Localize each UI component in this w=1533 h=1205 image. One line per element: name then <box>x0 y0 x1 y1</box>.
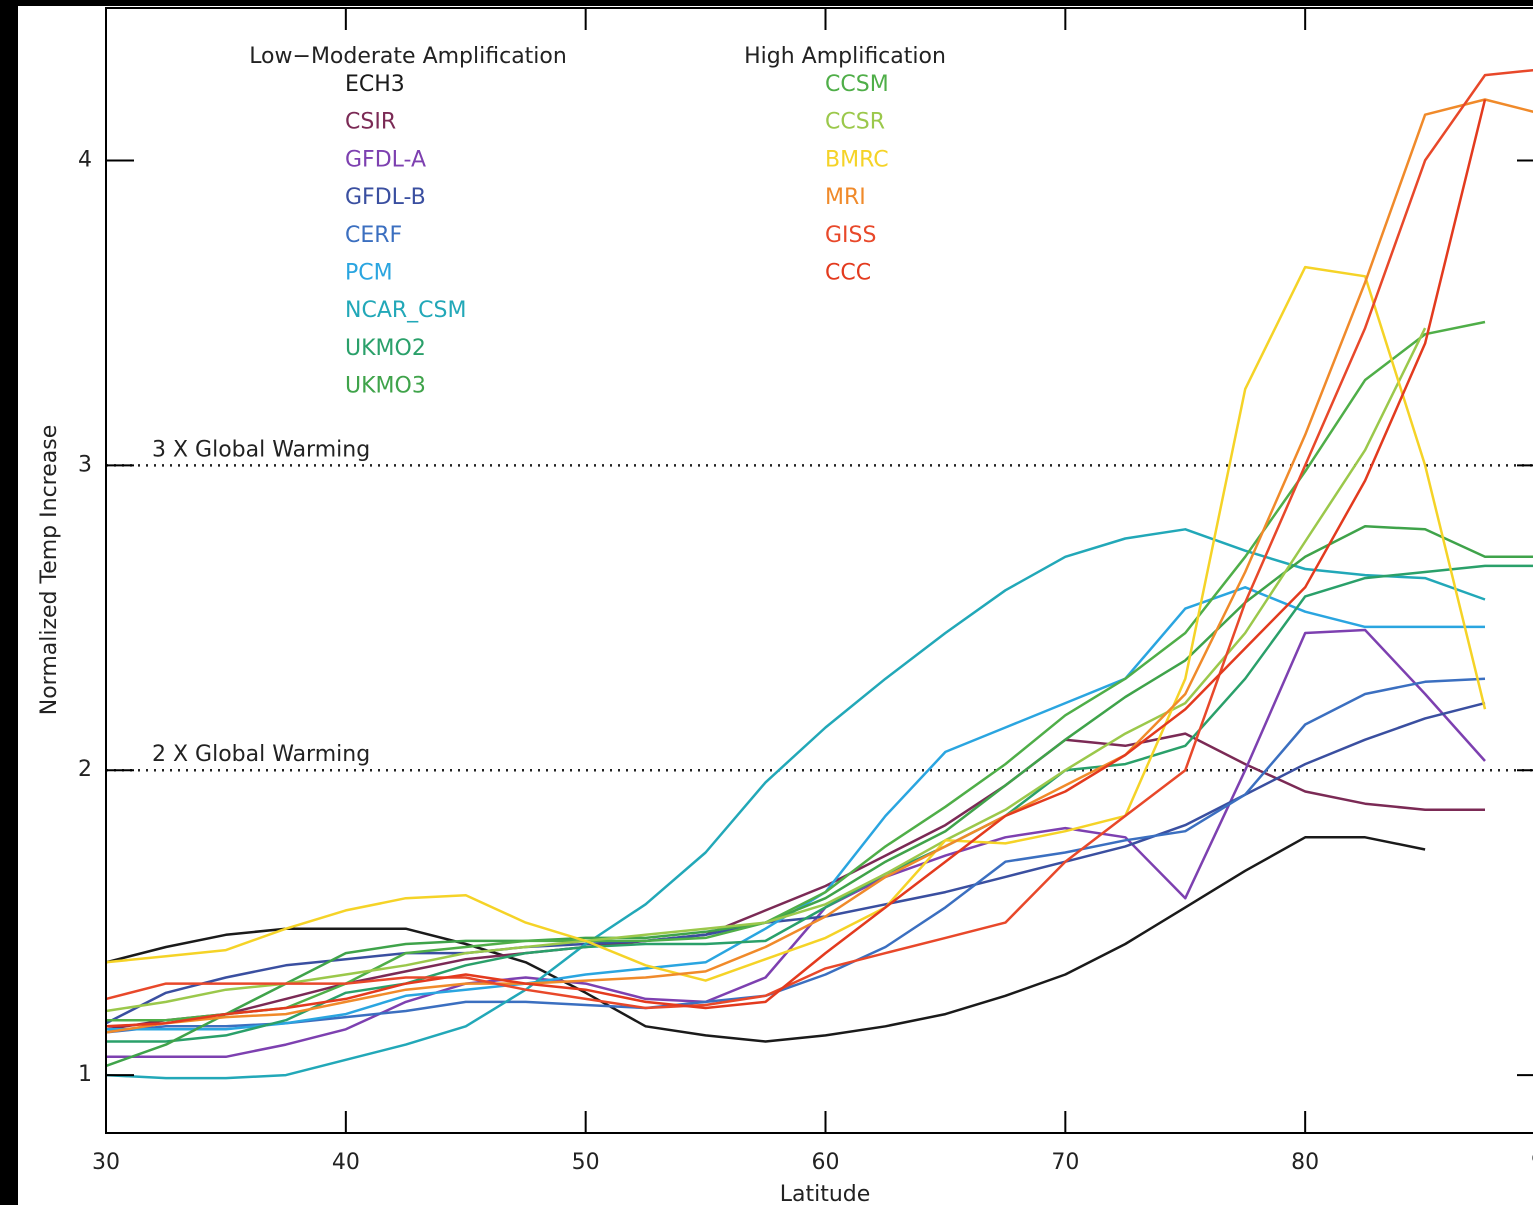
border <box>0 0 1533 6</box>
legend-entry: CCC <box>825 261 871 286</box>
x-tick-label: 90 <box>1531 1150 1533 1175</box>
y-tick-label: 2 <box>78 757 92 782</box>
legend-entry: BMRC <box>825 147 889 172</box>
legend-entry: UKMO2 <box>345 336 426 361</box>
x-tick-label: 70 <box>1051 1150 1079 1175</box>
legend-entry: CSIR <box>345 110 396 135</box>
series-line <box>105 327 1427 1013</box>
series-line <box>106 564 1533 1043</box>
legend-entry: GFDL-B <box>345 185 426 210</box>
series-line <box>105 68 1533 1010</box>
x-tick-label: 60 <box>812 1150 840 1175</box>
reference-label: 3 X Global Warming <box>152 437 370 462</box>
legend-entry: CERF <box>345 223 402 248</box>
series-line <box>106 628 1486 1059</box>
reference-label: 2 X Global Warming <box>152 742 370 767</box>
legend-entry: ECH3 <box>345 72 405 97</box>
legend-group-title: Low−Moderate Amplification <box>249 44 567 69</box>
x-tick-label: 40 <box>332 1150 360 1175</box>
series-line <box>105 528 1486 1080</box>
legend-entry: MRI <box>825 185 866 210</box>
series-line <box>105 99 1487 1028</box>
legend-entry: UKMO3 <box>345 374 426 399</box>
legend-entry: CCSM <box>825 72 889 97</box>
y-axis-label: Normalized Temp Increase <box>37 425 62 715</box>
series-line <box>105 98 1533 1034</box>
legend-entry: GFDL-A <box>345 147 426 172</box>
legend-entry: CCSR <box>825 110 885 135</box>
legend-entry: NCAR_CSM <box>345 298 466 323</box>
series-line <box>105 732 1485 1031</box>
series-line <box>105 265 1487 982</box>
series-line <box>106 320 1486 1022</box>
series-line <box>105 836 1426 1043</box>
x-tick-label: 30 <box>92 1150 120 1175</box>
series-line <box>105 525 1533 1068</box>
y-tick-label: 3 <box>78 452 92 477</box>
series-line <box>105 677 1486 1034</box>
legend-entry: PCM <box>345 261 393 286</box>
legend-entry: GISS <box>825 223 876 248</box>
y-tick-label: 4 <box>78 147 92 172</box>
legend-group-title: High Amplification <box>744 44 946 69</box>
series-line <box>105 701 1486 1025</box>
border <box>0 0 18 1205</box>
y-tick-label: 1 <box>78 1062 92 1087</box>
x-axis-label: Latitude <box>780 1182 871 1205</box>
x-tick-label: 50 <box>572 1150 600 1175</box>
x-tick-label: 80 <box>1291 1150 1319 1175</box>
